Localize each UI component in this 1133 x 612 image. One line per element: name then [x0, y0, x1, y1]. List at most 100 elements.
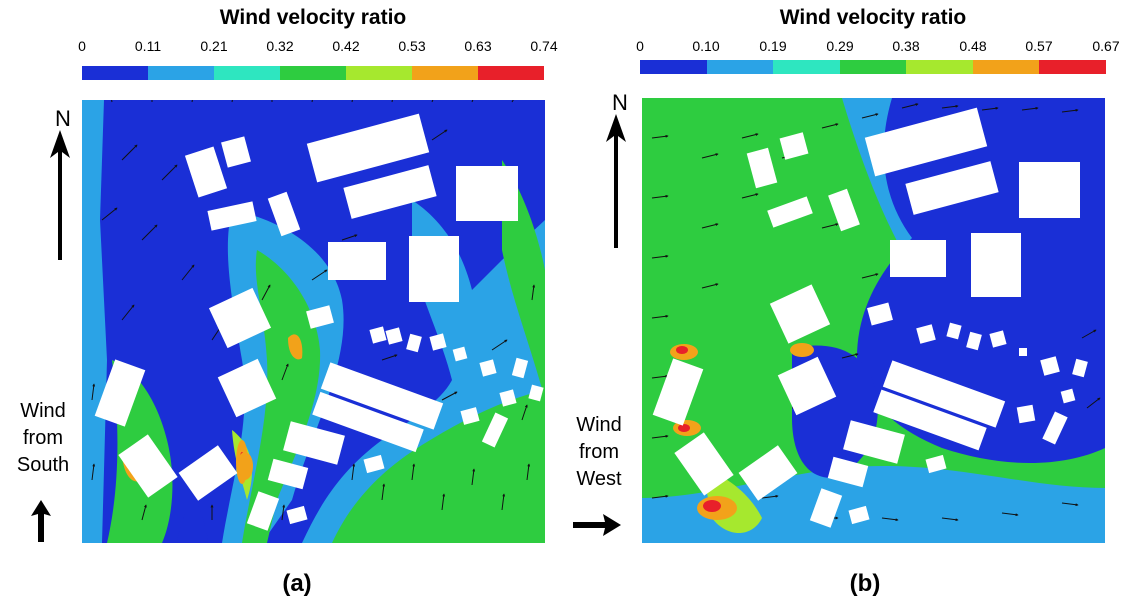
building	[184, 146, 228, 198]
colorbar-segment	[706, 60, 774, 74]
colorbar-tick: 0.63	[464, 38, 492, 54]
colorbar-segment	[1039, 60, 1107, 74]
colorbar-tick: 0.57	[1025, 38, 1053, 54]
building	[971, 233, 1021, 297]
colorbar-segment	[972, 60, 1040, 74]
building	[1016, 404, 1036, 424]
building	[312, 391, 424, 453]
building	[873, 389, 987, 451]
colorbar-tick: 0.10	[692, 38, 720, 54]
velocity-zone	[237, 452, 253, 480]
building	[777, 356, 837, 416]
building	[1060, 388, 1076, 404]
colorbar-title-a: Wind velocity ratio	[219, 6, 407, 29]
colorbar-segment	[280, 66, 346, 80]
colorbar-tick: 0.74	[530, 38, 558, 54]
building	[246, 491, 280, 531]
wind-label-line: from	[579, 441, 619, 463]
colorbar-segment	[214, 66, 280, 80]
building	[306, 305, 334, 329]
velocity-zone	[678, 424, 690, 432]
building	[848, 505, 870, 525]
colorbar-tick: 0.53	[398, 38, 426, 54]
colorbar-segment	[906, 60, 973, 74]
building	[905, 161, 999, 215]
building	[452, 346, 468, 362]
wind-direction-label-b: Wind from West	[566, 412, 632, 493]
colorbar-title-b: Wind velocity ratio	[779, 6, 967, 29]
building	[1040, 356, 1060, 376]
wind-arrow-icon	[573, 514, 621, 536]
building	[966, 331, 982, 351]
colorbar-segment	[82, 66, 148, 80]
colorbar-tick: 0.19	[759, 38, 787, 54]
building	[738, 445, 798, 501]
building	[746, 147, 778, 189]
wind-label-line: Wind	[20, 400, 66, 422]
building	[178, 445, 238, 501]
building	[429, 333, 447, 351]
building	[827, 456, 869, 488]
building	[385, 327, 403, 345]
building	[809, 488, 843, 528]
colorbar-tick: 0.67	[1092, 38, 1120, 54]
north-arrow-icon	[606, 114, 626, 248]
wind-vector-field	[651, 103, 1101, 522]
colorbar-segment	[478, 66, 544, 80]
wind-field-map-b	[642, 98, 1105, 543]
building	[779, 132, 809, 160]
building	[409, 236, 459, 302]
wind-label-line: from	[23, 427, 63, 449]
building	[1019, 162, 1080, 218]
colorbar-tick: 0.48	[959, 38, 987, 54]
building	[306, 113, 430, 183]
colorbar-tick: 0	[636, 38, 644, 54]
building	[499, 389, 517, 407]
wind-label-line: Wind	[576, 414, 622, 436]
panel-label-b: (b)	[849, 570, 881, 597]
building	[946, 322, 962, 340]
building	[267, 458, 309, 490]
colorbar-tick: 0.29	[826, 38, 854, 54]
building	[118, 434, 178, 498]
velocity-zone	[242, 250, 321, 543]
velocity-zone	[676, 346, 688, 354]
colorbar-a	[82, 66, 544, 80]
building	[989, 330, 1007, 348]
colorbar-b	[640, 60, 1107, 74]
colorbar-tick: 0	[78, 38, 86, 54]
building	[460, 407, 480, 425]
building	[925, 454, 947, 474]
wind-vector-field	[91, 100, 536, 521]
velocity-zone	[703, 500, 721, 512]
building	[207, 201, 257, 231]
building	[406, 333, 422, 353]
wind-label-line: South	[16, 454, 70, 476]
colorbar-tick: 0.11	[134, 38, 162, 54]
colorbar-segment	[839, 60, 907, 74]
colorbar-segment	[640, 60, 707, 74]
building	[363, 454, 385, 474]
colorbar-segment	[773, 60, 840, 74]
building	[1072, 358, 1088, 378]
building	[528, 384, 544, 402]
building	[94, 359, 146, 427]
building	[1042, 411, 1068, 445]
building	[283, 421, 345, 465]
colorbar-tick: 0.42	[332, 38, 360, 54]
buildings	[94, 113, 544, 531]
wind-label-line: West	[576, 468, 622, 490]
colorbar-tick: 0.21	[200, 38, 228, 54]
building	[828, 188, 860, 232]
colorbar-segment	[412, 66, 478, 80]
velocity-zone	[288, 334, 303, 360]
building	[221, 136, 251, 168]
building	[217, 358, 277, 418]
north-label-b: N	[612, 90, 628, 115]
wind-field-map-a	[82, 100, 545, 543]
building	[320, 362, 444, 430]
velocity-zone	[790, 343, 814, 357]
buildings	[652, 107, 1088, 528]
building	[267, 191, 301, 237]
